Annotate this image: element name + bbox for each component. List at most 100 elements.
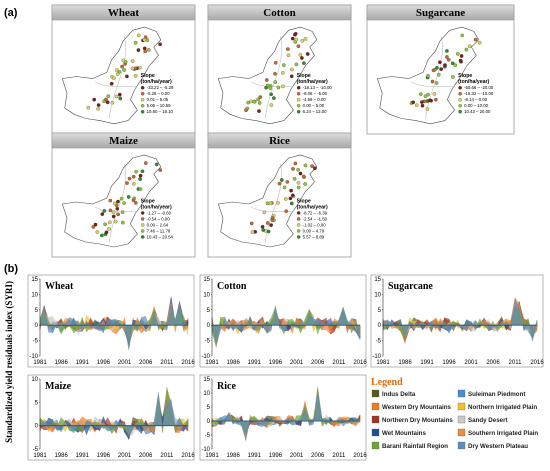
station-point (134, 169, 138, 174)
station-point (272, 96, 276, 100)
area-series (211, 388, 361, 441)
slope-legend-unit: (ton/ha/year) (297, 79, 328, 85)
legend-swatch (371, 428, 380, 437)
station-point (423, 94, 428, 99)
station-point (261, 228, 266, 232)
slope-legend-title: Slope (141, 198, 155, 204)
slope-legend-label: -8.14 – 0.00 (464, 97, 488, 102)
station-point (429, 98, 433, 103)
station-point (298, 53, 303, 57)
legend-label: Sandy Desert (468, 417, 508, 424)
station-point (286, 53, 291, 58)
y-tick-label: 10 (203, 391, 210, 397)
y-tick-label: 10 (203, 292, 210, 298)
station-point (154, 162, 159, 167)
slope-legend-swatch (296, 98, 301, 102)
station-point (142, 46, 147, 51)
slope-legend-label: 0.00 – 2.64 (147, 222, 169, 227)
station-point (115, 68, 119, 72)
station-point (298, 171, 303, 176)
x-tick-label: 1986 (226, 453, 240, 459)
station-point (104, 230, 109, 235)
x-tick-label: 2001 (290, 453, 304, 459)
station-point (293, 161, 298, 166)
station-point (127, 176, 132, 181)
y-tick-label: -5 (205, 339, 211, 345)
slope-legend-label: -18.13 – -10.00 (303, 85, 333, 90)
legend-swatch (371, 402, 380, 411)
legend-swatch (371, 415, 380, 424)
legend-title: Legend (371, 377, 403, 388)
panel-a-label: (a) (4, 7, 18, 19)
station-point (294, 62, 299, 67)
map-header (207, 132, 352, 149)
station-point (439, 67, 444, 71)
legend-swatch (457, 428, 466, 437)
station-point (432, 92, 437, 96)
slope-legend-swatch (140, 235, 145, 239)
station-point (91, 225, 96, 229)
y-tick-label: 5 (35, 400, 39, 406)
station-point (116, 212, 121, 217)
station-point (443, 63, 447, 67)
station-point (281, 63, 286, 67)
station-point (112, 76, 116, 80)
station-point (117, 69, 122, 74)
station-point (431, 68, 436, 73)
slope-legend-label: 0.00 – 5.00 (303, 103, 325, 108)
x-tick-label: 2011 (332, 453, 346, 459)
legend-swatch (371, 441, 380, 450)
charts-panel: -10 -5 0 5 10 15 1981 1986 1991 1996 2001 2006 2011 2… (27, 274, 544, 461)
legend-swatch (457, 441, 466, 450)
slope-legend-swatch (458, 98, 462, 102)
station-point (273, 60, 278, 65)
slope-legend-unit: (ton/ha/year) (458, 79, 489, 85)
station-point (122, 68, 127, 72)
station-point (284, 209, 289, 214)
slope-legend-label: -1.27 – -0.60 (147, 210, 172, 215)
station-point (451, 75, 455, 79)
station-point (436, 72, 441, 77)
station-point (296, 185, 301, 190)
slope-legend-unit: (ton/ha/year) (141, 204, 172, 210)
legend-label: Southern Irrigated Plain (468, 430, 538, 437)
slope-legend-swatch (140, 92, 145, 96)
y-tick-label: 0 (207, 323, 211, 329)
station-point (289, 74, 294, 79)
station-point (133, 201, 138, 205)
slope-legend-swatch (458, 86, 462, 90)
chart-title: Wheat (45, 281, 74, 292)
station-point (455, 52, 460, 56)
map-title: Sugarcane (416, 7, 465, 19)
station-point (305, 52, 310, 56)
region-boundary (411, 81, 454, 88)
station-point (96, 107, 100, 111)
slope-legend-label: 5.57 – 8.89 (303, 234, 325, 239)
legend-label: Wet Mountains (382, 430, 426, 437)
x-tick-label: 1981 (33, 453, 47, 459)
station-point (477, 40, 482, 45)
map-header (51, 132, 196, 149)
station-point (103, 222, 107, 227)
station-point (300, 38, 305, 43)
station-point (301, 174, 306, 179)
region-boundary (251, 206, 293, 213)
station-point (121, 58, 126, 63)
legend-label: Suleiman Piedmont (468, 391, 525, 398)
station-point (282, 185, 287, 190)
station-point (411, 100, 416, 105)
station-point (279, 178, 284, 182)
legend-swatch (457, 415, 466, 424)
map-rice: Rice Slope(ton/ha/year)-8.72 – -6.39-2.54… (207, 132, 352, 258)
slope-legend-label: -5.28 – 0.00 (147, 91, 171, 96)
station-point (435, 65, 439, 70)
slope-legend-label: -4.69 – 0.00 (303, 97, 327, 102)
station-point (290, 36, 295, 41)
station-point (430, 79, 435, 84)
x-tick-label: 2006 (311, 360, 325, 366)
station-point (418, 92, 423, 96)
station-point (130, 59, 135, 63)
y-tick-label: 10 (31, 292, 38, 298)
map-header (366, 4, 515, 21)
